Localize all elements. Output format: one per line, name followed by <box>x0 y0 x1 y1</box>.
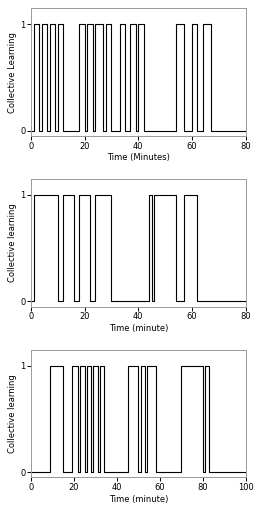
Y-axis label: Collective learning: Collective learning <box>8 374 17 453</box>
Y-axis label: Collective Learning: Collective Learning <box>8 32 17 113</box>
X-axis label: Time (minute): Time (minute) <box>109 324 168 333</box>
X-axis label: Time (Minutes): Time (Minutes) <box>107 153 170 162</box>
X-axis label: Time (minute): Time (minute) <box>109 495 168 504</box>
Y-axis label: Collective learning: Collective learning <box>8 203 17 282</box>
